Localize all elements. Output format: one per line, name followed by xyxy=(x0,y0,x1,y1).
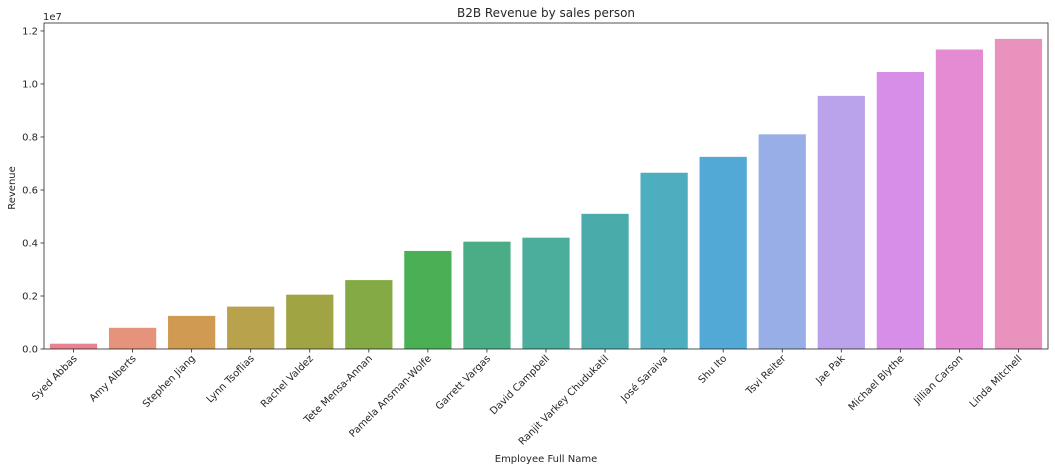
chart-title: B2B Revenue by sales person xyxy=(457,6,635,20)
bar xyxy=(168,315,216,349)
y-tick-label: 0.0 xyxy=(22,345,38,356)
bar xyxy=(522,237,570,349)
plot-frame xyxy=(43,22,1049,350)
y-tick-label: 0.8 xyxy=(22,132,38,143)
bar xyxy=(640,172,688,349)
bar xyxy=(876,72,924,349)
bar xyxy=(286,294,334,349)
bars-group xyxy=(49,38,1043,350)
bar xyxy=(994,38,1043,350)
bar xyxy=(227,306,275,349)
y-tick-label: 0.4 xyxy=(22,238,38,249)
y-axis-label: Revenue xyxy=(7,166,18,210)
bar xyxy=(463,241,511,349)
bar xyxy=(345,280,393,349)
y-tick-label: 1.0 xyxy=(22,79,38,90)
bar xyxy=(935,49,984,350)
y-offset-label: 1e7 xyxy=(43,12,62,23)
bar xyxy=(108,327,157,349)
bar xyxy=(699,156,747,349)
bar xyxy=(581,213,629,349)
y-tick-label: 0.2 xyxy=(22,291,38,302)
bar xyxy=(758,134,806,349)
y-tick-label: 1.2 xyxy=(22,26,38,37)
bar xyxy=(49,343,98,349)
y-tick-label: 0.6 xyxy=(22,185,38,196)
y-ticks-group: 0.0 0.2 0.4 0.6 0.8 1.0 1.2 xyxy=(22,26,44,356)
bar xyxy=(404,250,452,349)
bar xyxy=(817,95,865,350)
x-axis-label: Employee Full Name xyxy=(495,454,598,465)
